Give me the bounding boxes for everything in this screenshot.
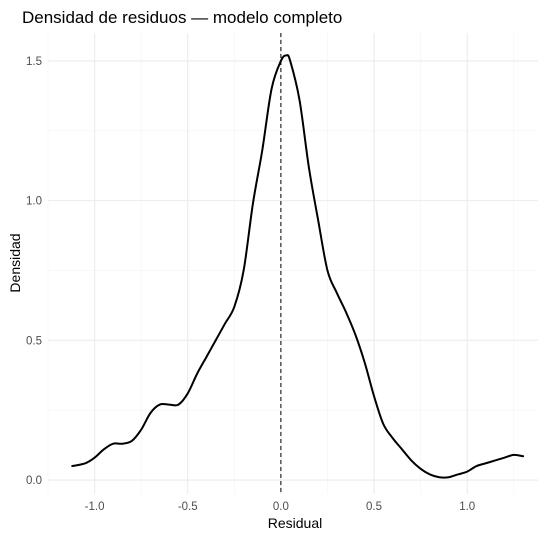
chart-title: Densidad de residuos — modelo completo	[22, 8, 342, 27]
y-axis-title: Densidad	[7, 233, 23, 292]
x-axis-title: Residual	[268, 515, 322, 531]
x-tick-label: 0.5	[366, 501, 382, 513]
density-line	[71, 54, 525, 479]
y-tick-label: 1.0	[26, 196, 42, 208]
y-tick-label: 0.5	[26, 335, 42, 347]
x-tick-labels: -1.0 -0.5 0.0 0.5 1.0	[85, 501, 476, 513]
x-tick-label: -1.0	[85, 501, 105, 513]
y-tick-labels: 0.0 0.5 1.0 1.5	[26, 56, 42, 487]
x-tick-label: 0.0	[273, 501, 289, 513]
x-tick-label: 1.0	[459, 501, 475, 513]
y-tick-label: 0.0	[26, 475, 42, 487]
x-tick-label: -0.5	[178, 501, 198, 513]
grid	[47, 33, 538, 494]
y-tick-label: 1.5	[26, 56, 42, 68]
